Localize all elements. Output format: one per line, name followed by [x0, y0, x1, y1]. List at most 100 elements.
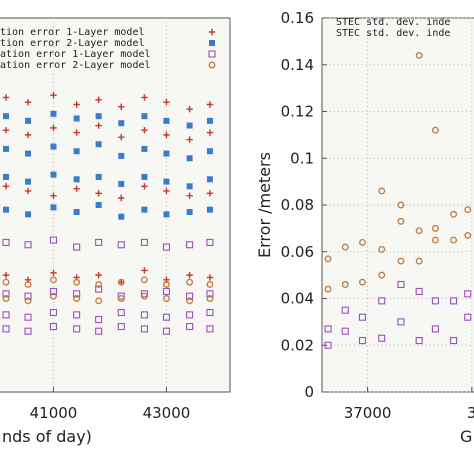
point — [186, 278, 194, 286]
point — [95, 238, 103, 246]
point — [118, 180, 125, 187]
point — [324, 285, 332, 293]
point — [73, 311, 81, 319]
point — [186, 136, 193, 143]
point — [359, 238, 366, 246]
point — [186, 241, 194, 249]
point — [141, 145, 148, 152]
point — [95, 141, 102, 148]
point — [397, 318, 405, 326]
point — [50, 276, 57, 284]
point — [95, 173, 102, 180]
point — [49, 308, 58, 317]
point — [3, 145, 10, 152]
point — [378, 245, 386, 253]
point — [163, 211, 170, 218]
point — [186, 292, 194, 300]
point — [431, 297, 439, 305]
point — [118, 213, 125, 220]
point — [24, 98, 32, 106]
point — [450, 337, 458, 345]
point — [24, 187, 32, 195]
point — [431, 224, 439, 232]
point — [431, 126, 439, 134]
point — [324, 255, 332, 263]
y-tick-label: 0.1 — [290, 149, 314, 167]
point — [73, 243, 81, 251]
point — [2, 290, 10, 298]
point — [73, 129, 80, 136]
point — [378, 187, 386, 195]
point — [206, 190, 214, 197]
point — [2, 94, 10, 101]
point — [50, 110, 57, 117]
point — [163, 131, 170, 139]
point — [118, 152, 125, 159]
point — [118, 278, 125, 286]
legend-label: tion error 2-Layer model — [0, 38, 145, 49]
point — [118, 120, 125, 127]
point — [397, 257, 405, 265]
point — [206, 206, 213, 213]
point — [73, 185, 80, 192]
point — [140, 290, 148, 298]
point — [163, 117, 170, 124]
point — [2, 183, 10, 190]
point — [2, 278, 10, 286]
point — [73, 290, 81, 298]
point — [140, 325, 148, 333]
legend-marker — [208, 28, 216, 36]
point — [50, 91, 57, 99]
point — [397, 217, 405, 225]
point — [50, 143, 57, 150]
point — [162, 327, 170, 335]
point — [163, 178, 170, 185]
point — [2, 325, 10, 333]
legend-label: ation error 2-Layer model — [0, 60, 151, 71]
point — [397, 280, 405, 289]
y-tick-label: 0 — [304, 383, 314, 401]
legend-label: STEC std. dev. inde — [336, 28, 450, 39]
point — [95, 327, 103, 335]
point — [186, 297, 194, 305]
point — [73, 278, 81, 286]
x-tick-label: 37000 — [344, 404, 392, 422]
point — [206, 281, 214, 288]
point — [397, 201, 405, 209]
point — [73, 115, 80, 122]
point — [186, 155, 193, 162]
x-tick-label: 43000 — [143, 404, 191, 422]
point — [95, 96, 102, 104]
point — [431, 325, 439, 333]
point — [162, 281, 170, 288]
point — [118, 194, 125, 202]
point — [358, 313, 367, 321]
point — [324, 341, 332, 349]
point — [206, 295, 214, 302]
point — [117, 292, 125, 300]
legend-marker — [209, 40, 215, 46]
point — [341, 327, 349, 335]
point — [24, 131, 32, 139]
point — [117, 322, 125, 331]
point — [450, 297, 458, 305]
point — [378, 334, 386, 342]
point — [186, 311, 194, 319]
point — [2, 271, 10, 279]
point — [141, 113, 148, 120]
point — [206, 308, 214, 317]
point — [141, 206, 148, 213]
point — [464, 231, 472, 239]
y-axis-label: Error /meters — [255, 152, 274, 258]
point — [186, 122, 193, 129]
point — [415, 227, 423, 235]
point — [415, 51, 423, 59]
point — [24, 292, 32, 300]
legend-marker — [208, 50, 216, 58]
point — [117, 278, 125, 286]
point — [186, 192, 193, 199]
point — [163, 150, 170, 157]
point — [49, 287, 58, 296]
point — [162, 295, 170, 302]
y-tick-label: 0.06 — [281, 243, 314, 261]
